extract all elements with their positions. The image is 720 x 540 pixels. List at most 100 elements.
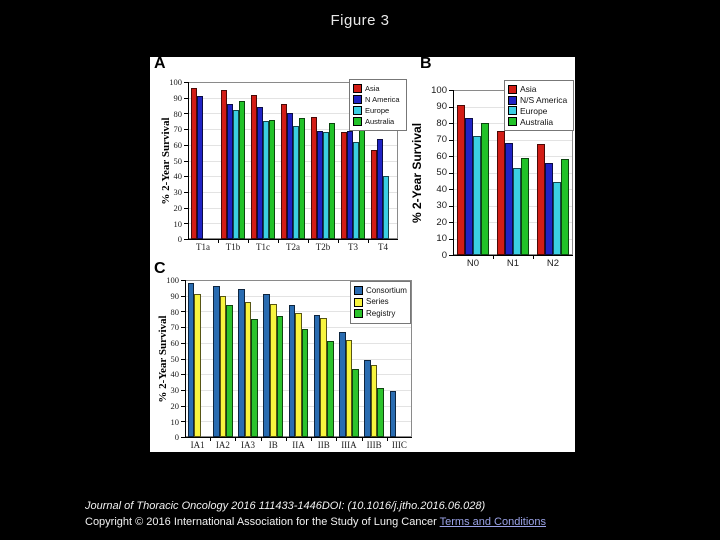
legend-item: Australia (508, 116, 570, 127)
x-axis (188, 239, 398, 240)
legend-b: Asia N/S America Europe Australia (504, 80, 574, 132)
x-tick-label: T2a (286, 242, 300, 252)
x-tick-label: IB (268, 440, 278, 450)
gridline (454, 156, 572, 157)
y-tick-label: 60 (173, 140, 183, 151)
figure-title: Figure 3 (330, 12, 390, 29)
bar-asia-t2a (281, 103, 288, 239)
bar-asia-n1 (497, 131, 506, 255)
y-tick-mark (449, 156, 453, 157)
x-tick-label: IIA (292, 440, 305, 450)
y-tick-mark (184, 160, 188, 162)
x-tick-label: IIIB (366, 440, 382, 450)
bar-europe-n2 (553, 182, 561, 255)
y-tick-mark (449, 172, 453, 174)
legend-swatch-icon (353, 117, 362, 126)
y-tick-label: 70 (436, 134, 447, 146)
bar-n-america-t3 (347, 130, 353, 239)
bar-consortium-iiic (389, 391, 397, 437)
figure-panel: A 0 10 20 30 40 50 60 70 80 90 100 T1a T1b T1c T2a T2b T3… (150, 55, 575, 452)
legend-swatch-icon (508, 84, 517, 94)
x-tick-mark (493, 255, 494, 259)
bar-consortium-ia2 (212, 286, 220, 437)
gridline (186, 295, 411, 297)
bar-europe-t2a (293, 125, 299, 239)
y-axis (188, 82, 189, 240)
y-axis-title: % 2-Year Survival (157, 314, 169, 403)
y-tick-label: 30 (436, 200, 447, 212)
bar-series-iia (295, 312, 302, 437)
bar-series-iib (320, 317, 327, 437)
x-tick-mark (533, 255, 534, 259)
y-tick-mark (184, 239, 188, 240)
y-tick-label: 80 (173, 108, 183, 119)
y-tick-label: 0 (177, 234, 182, 245)
legend-label: Registry (366, 308, 396, 318)
legend-swatch-icon (508, 106, 517, 116)
bar-n-america-t4 (377, 138, 383, 239)
x-tick-mark (338, 239, 339, 243)
bar-series-iiia (345, 339, 353, 437)
y-tick-label: 100 (169, 77, 182, 88)
y-tick-label: 20 (173, 202, 183, 213)
x-tick-mark (235, 437, 237, 441)
x-tick-mark (311, 437, 313, 441)
x-tick-label: IIB (317, 440, 330, 450)
bar-registry-iia (301, 328, 309, 437)
y-tick-label: 60 (170, 338, 180, 349)
x-tick-label: N0 (466, 258, 480, 269)
y-axis-title: % 2-Year Survival (410, 122, 424, 223)
y-tick-label: 30 (173, 187, 183, 198)
bar-registry-iib (327, 341, 334, 437)
y-tick-label: 10 (173, 218, 183, 229)
x-tick-label: T1a (196, 242, 210, 252)
y-axis (453, 90, 454, 256)
panel-label-c: C (154, 260, 166, 277)
citation-line: Journal of Thoracic Oncology 2016 111433… (85, 500, 486, 512)
y-tick-label: 0 (174, 432, 179, 443)
x-tick-label: IA3 (241, 440, 256, 450)
y-tick-mark (181, 295, 185, 297)
bar-europe-n1 (513, 167, 521, 255)
y-tick-label: 90 (173, 92, 183, 103)
x-tick-label: IA1 (190, 440, 205, 450)
x-axis (185, 437, 412, 438)
y-tick-label: 10 (170, 416, 180, 427)
bar-consortium-ib (263, 294, 270, 437)
legend-a: Asia N America Europe Australia (349, 79, 407, 131)
bar-europe-t2b (323, 132, 329, 239)
bar-asia-t1b (221, 89, 228, 239)
bar-australia-t3 (358, 127, 365, 239)
bar-series-ia1 (194, 294, 201, 437)
x-tick-label: T4 (378, 242, 388, 252)
y-tick-label: 80 (436, 117, 447, 129)
copyright-text: Copyright © 2016 International Associati… (85, 516, 440, 528)
legend-label: Asia (520, 84, 537, 95)
bar-europe-t1c (263, 121, 269, 239)
bar-australia-t1c (268, 119, 275, 239)
y-tick-mark (449, 106, 453, 108)
legend-swatch-icon (353, 95, 362, 104)
y-axis-title: % 2-Year Survival (160, 116, 172, 205)
terms-and-conditions-link[interactable]: Terms and Conditions (439, 516, 547, 528)
bar-series-ib (269, 303, 277, 437)
y-tick-label: 10 (436, 233, 447, 245)
y-tick-label: 20 (436, 216, 447, 228)
bar-australia-t2b (328, 122, 335, 239)
legend-label: N America (365, 94, 400, 104)
y-tick-mark (181, 421, 185, 423)
y-tick-label: 100 (166, 275, 179, 286)
legend-label: Europe (365, 105, 390, 115)
y-tick-label: 70 (170, 322, 180, 333)
y-tick-mark (449, 238, 453, 240)
x-tick-label: T2b (315, 242, 331, 252)
legend-swatch-icon (353, 84, 362, 93)
y-tick-label: 30 (170, 385, 180, 396)
x-tick-label: N2 (546, 258, 560, 269)
y-tick-mark (184, 129, 188, 131)
y-tick-label: 50 (436, 167, 447, 179)
y-tick-mark (449, 189, 453, 190)
bar-europe-n0 (473, 136, 481, 255)
y-tick-mark (184, 97, 188, 99)
